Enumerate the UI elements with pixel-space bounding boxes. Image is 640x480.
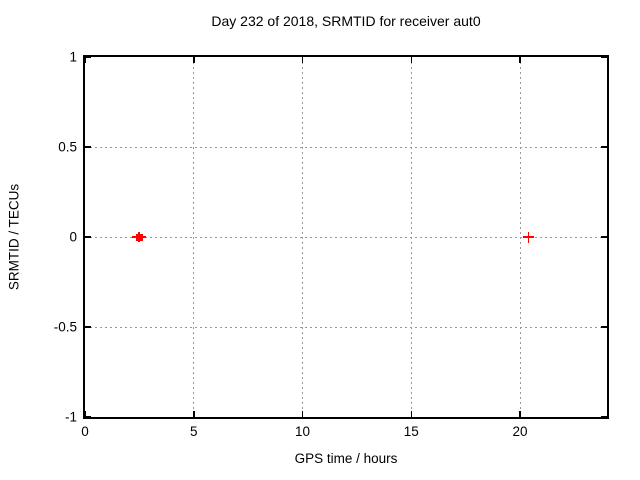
y-tick-mark: [85, 326, 91, 328]
y-tick-mark-right: [601, 326, 607, 328]
gridline-horizontal: [85, 326, 607, 328]
y-tick-label: 0.5: [58, 139, 77, 155]
x-tick-label: 10: [294, 424, 311, 439]
x-axis-label: GPS time / hours: [294, 451, 398, 466]
x-tick-mark: [301, 411, 304, 417]
x-tick-mark: [193, 411, 195, 417]
y-tick-label: -1: [64, 409, 77, 425]
y-tick-mark-right: [601, 416, 607, 418]
x-tick-mark: [84, 411, 86, 417]
x-tick-label: 5: [189, 424, 198, 439]
y-axis-label: SRMTID / TECUs: [6, 183, 22, 291]
y-tick-mark-right: [601, 56, 607, 58]
x-tick-label: 0: [81, 424, 89, 439]
plot-area: 0 5 10 15 20 1 0.5 0 -0.5 -1: [54, 50, 609, 438]
x-tick-mark: [410, 411, 412, 417]
y-tick-mark-right: [601, 146, 607, 148]
y-tick-mark-right: [601, 236, 607, 238]
y-tick-label: -0.5: [53, 319, 77, 335]
y-tick-mark: [85, 56, 91, 58]
x-tick-label: 20: [512, 424, 528, 439]
gridline-horizontal: [85, 146, 607, 148]
data-point: [132, 232, 147, 242]
chart-title: Day 232 of 2018, SRMTID for receiver aut…: [211, 13, 481, 29]
x-tick-mark-top: [301, 57, 304, 63]
x-tick-mark-top: [193, 57, 195, 63]
y-tick-mark: [85, 416, 91, 418]
y-tick-mark: [85, 146, 91, 148]
x-tick-mark: [519, 411, 521, 417]
y-tick-mark: [85, 236, 91, 238]
gridline-horizontal: [85, 236, 607, 238]
x-tick-mark-top: [410, 57, 412, 63]
y-tick-label: 1: [69, 49, 77, 65]
x-tick-mark-top: [519, 57, 521, 63]
y-tick-label: 0: [69, 229, 77, 245]
x-tick-mark-top: [84, 57, 86, 63]
x-tick-label: 15: [403, 424, 419, 439]
